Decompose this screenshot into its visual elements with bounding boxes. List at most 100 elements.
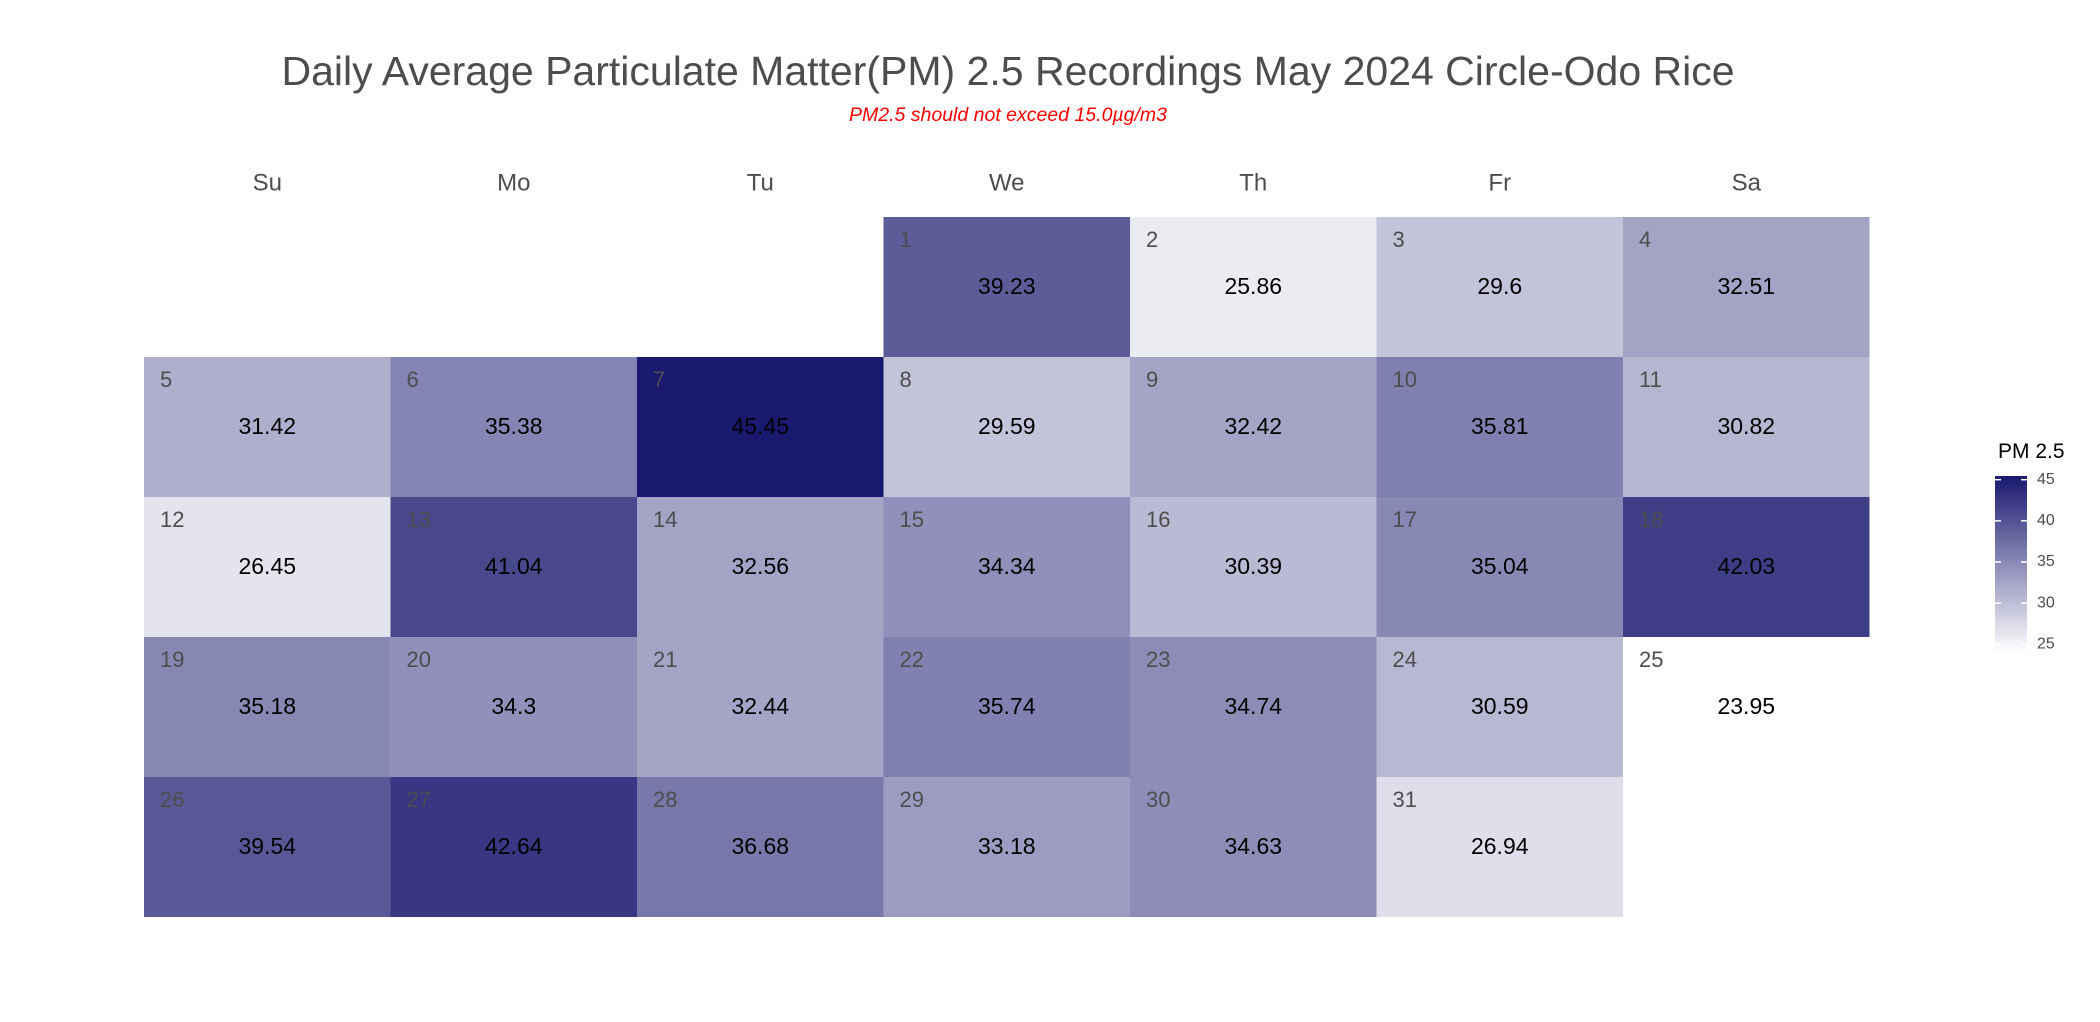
day-value-29: 33.18 [978,833,1036,859]
weekday-header-th: Th [1239,169,1267,196]
day-value-13: 41.04 [485,553,543,579]
day-number-17: 17 [1393,507,1417,532]
day-number-20: 20 [407,647,431,672]
day-cell-26 [144,777,391,917]
day-number-8: 8 [900,367,912,392]
day-number-19: 19 [160,647,184,672]
legend-tick-label-45: 45 [2037,471,2055,488]
day-number-21: 21 [653,647,677,672]
day-value-24: 30.59 [1471,693,1529,719]
day-value-6: 35.38 [485,413,543,439]
day-number-22: 22 [900,647,924,672]
day-value-30: 34.63 [1224,833,1282,859]
day-cell-20 [390,637,637,777]
day-cell-10 [1376,357,1623,497]
day-value-19: 35.18 [238,693,296,719]
day-cell-23 [1130,637,1377,777]
day-number-14: 14 [653,507,677,532]
day-cell-9 [1130,357,1377,497]
day-number-26: 26 [160,787,184,812]
weekday-header-we: We [989,169,1025,196]
day-number-6: 6 [407,367,419,392]
day-number-29: 29 [900,787,924,812]
day-number-10: 10 [1393,367,1417,392]
day-value-7: 45.45 [731,413,789,439]
day-value-5: 31.42 [238,413,296,439]
day-value-16: 30.39 [1224,553,1282,579]
day-number-18: 18 [1639,507,1663,532]
day-number-1: 1 [900,227,912,252]
day-number-3: 3 [1393,227,1405,252]
day-number-11: 11 [1639,367,1662,392]
legend-tick-label-40: 40 [2037,512,2055,529]
legend-title: PM 2.5 [1998,440,2065,463]
day-value-17: 35.04 [1471,553,1529,579]
day-value-12: 26.45 [238,553,296,579]
day-value-11: 30.82 [1717,413,1775,439]
day-cell-11 [1623,357,1870,497]
day-value-27: 42.64 [485,833,543,859]
legend-gradient-bar [1995,476,2027,653]
day-value-2: 25.86 [1224,273,1282,299]
day-value-8: 29.59 [978,413,1036,439]
day-value-21: 32.44 [731,693,789,719]
day-cell-5 [144,357,391,497]
day-cell-29 [883,777,1130,917]
day-cell-31 [1376,777,1623,917]
day-number-24: 24 [1393,647,1417,672]
day-value-22: 35.74 [978,693,1036,719]
day-cell-12 [144,497,391,637]
day-cell-25 [1623,637,1870,777]
chart-title: Daily Average Particulate Matter(PM) 2.5… [281,48,1735,94]
day-cell-1 [883,217,1130,357]
day-value-4: 32.51 [1717,273,1775,299]
day-number-25: 25 [1639,647,1663,672]
day-number-4: 4 [1639,227,1651,252]
legend-tick-label-30: 30 [2037,594,2055,611]
day-number-28: 28 [653,787,677,812]
day-cell-17 [1376,497,1623,637]
day-cell-18 [1623,497,1870,637]
day-value-14: 32.56 [731,553,789,579]
weekday-header-su: Su [253,169,282,196]
day-value-18: 42.03 [1717,553,1775,579]
day-number-23: 23 [1146,647,1170,672]
day-value-15: 34.34 [978,553,1036,579]
day-cell-4 [1623,217,1870,357]
day-value-1: 39.23 [978,273,1036,299]
weekday-header-tu: Tu [747,169,774,196]
day-value-23: 34.74 [1224,693,1282,719]
legend-tick-label-35: 35 [2037,553,2055,570]
day-cell-13 [390,497,637,637]
day-number-2: 2 [1146,227,1158,252]
day-value-9: 32.42 [1224,413,1282,439]
day-value-10: 35.81 [1471,413,1529,439]
day-number-31: 31 [1393,787,1417,812]
day-value-3: 29.6 [1477,273,1522,299]
day-number-9: 9 [1146,367,1158,392]
day-number-13: 13 [407,507,431,532]
legend-tick-label-25: 25 [2037,636,2055,653]
day-cell-3 [1376,217,1623,357]
day-cell-6 [390,357,637,497]
weekday-header-fr: Fr [1488,169,1511,196]
day-cell-19 [144,637,391,777]
day-value-25: 23.95 [1717,693,1775,719]
day-number-30: 30 [1146,787,1170,812]
day-cell-30 [1130,777,1377,917]
day-cell-21 [637,637,884,777]
chart-subtitle: PM2.5 should not exceed 15.0µg/m3 [848,104,1168,126]
day-cell-28 [637,777,884,917]
day-cell-14 [637,497,884,637]
weekday-header-mo: Mo [497,169,530,196]
day-cell-8 [883,357,1130,497]
day-value-20: 34.3 [491,693,536,719]
day-number-27: 27 [407,787,431,812]
day-cell-16 [1130,497,1377,637]
legend-colorbar: 25 30 35 40 45 [1995,471,2055,653]
weekday-header-sa: Sa [1732,169,1762,196]
day-cell-24 [1376,637,1623,777]
day-cell-27 [390,777,637,917]
day-number-15: 15 [900,507,924,532]
